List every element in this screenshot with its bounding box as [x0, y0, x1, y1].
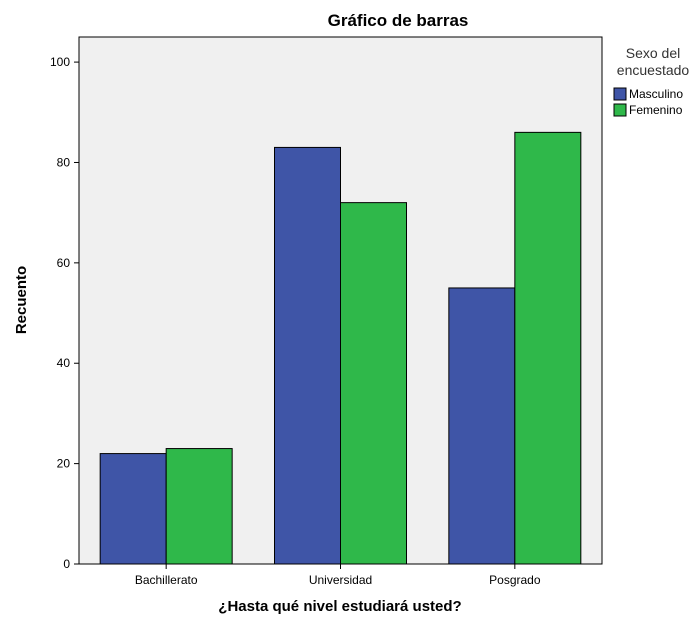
legend-swatch-masculino — [613, 87, 627, 101]
legend-label-masculino: Masculino — [629, 87, 683, 101]
bar-femenino-posgrado — [514, 131, 582, 565]
y-axis-title: Recuento — [13, 266, 30, 334]
legend: Sexo del encuestado Masculino Femenino — [613, 45, 690, 117]
y-tick-label: 0 — [63, 557, 70, 571]
bar-femenino-universidad — [340, 202, 407, 565]
x-axis: Bachillerato Universidad Posgrado — [135, 564, 541, 587]
legend-title-line-2: encuestado — [617, 62, 690, 78]
y-tick-label: 60 — [57, 256, 71, 270]
y-axis: 0 20 40 60 80 100 — [50, 55, 79, 571]
bar-masculino-bachillerato — [99, 453, 167, 565]
bar-masculino-posgrado — [448, 287, 516, 565]
y-tick-label: 40 — [57, 356, 71, 370]
x-axis-title: ¿Hasta qué nivel estudiará usted? — [218, 598, 461, 615]
legend-label-femenino: Femenino — [629, 103, 683, 117]
y-tick-label: 20 — [57, 457, 71, 471]
bars — [99, 131, 582, 565]
chart-title: Gráfico de barras — [328, 11, 469, 30]
legend-title-line-1: Sexo del — [626, 45, 680, 61]
y-tick-label: 100 — [50, 55, 70, 69]
bar-masculino-universidad — [274, 146, 341, 565]
x-tick-label: Bachillerato — [135, 573, 198, 587]
x-tick-label: Posgrado — [489, 573, 541, 587]
x-tick-label: Universidad — [309, 573, 372, 587]
bar-femenino-bachillerato — [165, 448, 233, 565]
y-tick-label: 80 — [57, 155, 71, 169]
legend-swatch-femenino — [613, 103, 627, 117]
